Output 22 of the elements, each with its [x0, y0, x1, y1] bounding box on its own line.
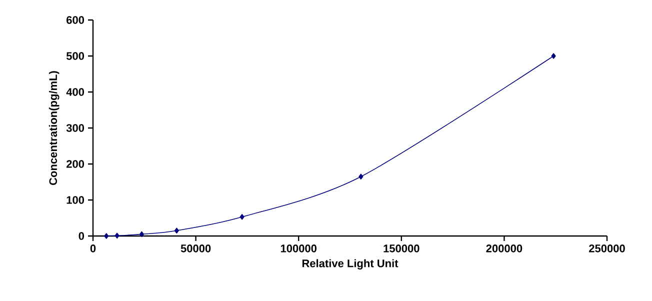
point	[104, 233, 109, 239]
point	[551, 53, 556, 59]
point	[139, 231, 144, 238]
point	[358, 174, 364, 180]
x-tick-label: 150000	[384, 244, 420, 252]
x-axis-title: Relative Light Unit	[302, 259, 398, 270]
x-tick-label: 200000	[486, 244, 522, 252]
point	[174, 228, 179, 234]
y-tick-label: 200	[66, 160, 84, 168]
x-tick-label: 100000	[280, 244, 316, 252]
x-tick-label: 250000	[589, 244, 625, 252]
y-tick-label: 600	[66, 16, 84, 24]
point	[114, 232, 120, 239]
x-tick-label: 50000	[180, 244, 211, 252]
y-tick-label: 400	[66, 88, 84, 96]
x-tick-label: 0	[90, 244, 96, 252]
point	[240, 214, 244, 220]
y-axis-title: Concentration(pg/mL)	[48, 71, 60, 185]
y-tick-label: 300	[66, 124, 84, 132]
y-tick-label: 100	[66, 196, 84, 204]
y-tick-label: 500	[66, 52, 84, 60]
y-tick-label: 0	[78, 232, 84, 240]
